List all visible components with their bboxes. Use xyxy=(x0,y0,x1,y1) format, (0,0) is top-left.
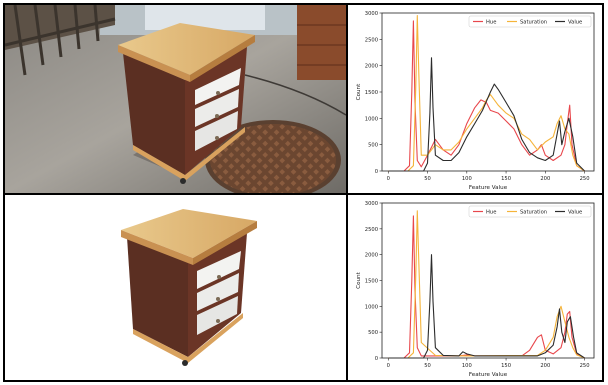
photo-nightstand-outdoor xyxy=(5,5,346,193)
x-tick-label: 50 xyxy=(424,363,431,369)
outdoor-scene-illustration xyxy=(5,5,346,193)
x-tick-label: 100 xyxy=(462,363,472,369)
series-line-value xyxy=(388,254,585,359)
legend-label-saturation: Saturation xyxy=(520,20,547,26)
y-tick-label: 500 xyxy=(368,143,378,149)
x-tick-label: 50 xyxy=(424,176,431,182)
y-tick-label: 1500 xyxy=(365,90,378,96)
x-tick-label: 0 xyxy=(387,176,390,182)
x-axis-label: Feature Value xyxy=(469,372,508,378)
x-tick-label: 250 xyxy=(580,363,590,369)
x-tick-label: 200 xyxy=(540,363,550,369)
y-axis-label: Count xyxy=(356,83,362,100)
histogram-svg-outdoor: 0 500 1000 1500 2000 2500 3000 0 50 100 150 200 250 F… xyxy=(356,11,595,191)
x-tick-label: 200 xyxy=(540,176,550,182)
histogram-chart-outdoor: 0 500 1000 1500 2000 2500 3000 0 50 100 150 200 250 F… xyxy=(348,5,602,193)
histogram-chart-isolated: 0 500 1000 1500 2000 2500 3000 0 50 100 150 200 250 F… xyxy=(348,195,602,380)
legend-label-value: Value xyxy=(568,210,582,216)
row-divider xyxy=(3,193,604,195)
x-tick-label: 150 xyxy=(501,176,511,182)
y-axis-label: Count xyxy=(356,271,362,288)
y-tick-label: 2500 xyxy=(365,37,378,43)
legend-box xyxy=(468,15,592,28)
x-axis-label: Feature Value xyxy=(469,185,508,191)
y-tick-label: 2000 xyxy=(365,64,378,70)
y-tick-label: 500 xyxy=(368,330,378,336)
isolated-nightstand-illustration xyxy=(5,195,346,380)
y-tick-label: 2500 xyxy=(365,227,378,233)
y-tick-label: 1000 xyxy=(365,116,378,122)
x-tick-label: 0 xyxy=(387,363,390,369)
histogram-svg-isolated: 0 500 1000 1500 2000 2500 3000 0 50 100 150 200 250 F… xyxy=(356,201,595,378)
legend-label-hue: Hue xyxy=(486,210,496,216)
y-tick-label: 2000 xyxy=(365,253,378,259)
y-tick-label: 0 xyxy=(375,356,378,362)
series-line-hue xyxy=(388,20,585,172)
legend-label-value: Value xyxy=(568,20,582,26)
y-tick-label: 0 xyxy=(375,169,378,175)
x-tick-label: 150 xyxy=(501,363,511,369)
x-tick-label: 100 xyxy=(462,176,472,182)
series-line-value xyxy=(388,57,585,172)
legend-label-saturation: Saturation xyxy=(520,210,547,216)
y-tick-label: 3000 xyxy=(365,201,378,207)
x-tick-label: 250 xyxy=(580,176,590,182)
y-tick-label: 3000 xyxy=(365,11,378,17)
photo-nightstand-isolated xyxy=(5,195,346,380)
legend-label-hue: Hue xyxy=(486,20,496,26)
column-divider xyxy=(346,3,348,382)
y-tick-label: 1000 xyxy=(365,304,378,310)
y-tick-label: 1500 xyxy=(365,279,378,285)
legend-box xyxy=(468,205,592,218)
